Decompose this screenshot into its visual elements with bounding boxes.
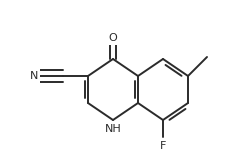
Text: O: O bbox=[109, 33, 117, 43]
Text: N: N bbox=[30, 71, 38, 81]
Text: F: F bbox=[160, 141, 166, 149]
Text: NH: NH bbox=[105, 124, 121, 134]
